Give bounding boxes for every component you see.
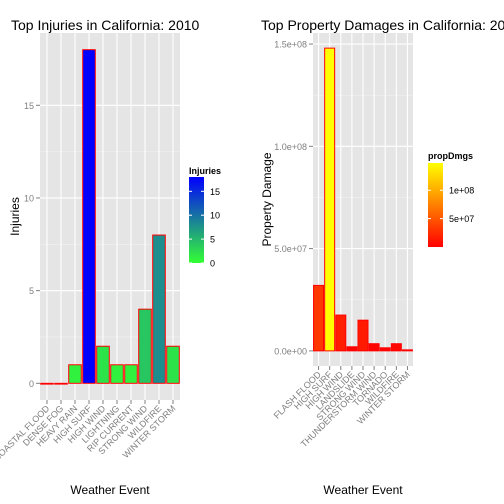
bar-strong-wind: [138, 308, 152, 384]
bar-high-surf: [324, 47, 336, 352]
chart-title: Top Injuries in California: 2010: [11, 17, 200, 33]
bar-high-wind: [96, 345, 110, 384]
legend-tick-label: 5e+07: [449, 214, 474, 224]
bar-coastal-flood: [40, 382, 54, 385]
bar-landslide: [346, 346, 358, 352]
y-tick-label: 5.0e+07: [274, 244, 307, 254]
x-axis-label: Weather Event: [70, 483, 150, 497]
legend-title: Injuries: [189, 166, 221, 176]
y-tick-label: 5: [29, 286, 34, 296]
y-tick-label: 15: [24, 101, 34, 111]
bar-wildfire: [152, 234, 166, 384]
bar-high-wind: [335, 314, 347, 352]
legend-tick-label: 15: [210, 187, 220, 197]
bar-wildfire: [390, 343, 402, 352]
y-tick-label: 0: [29, 379, 34, 389]
bar-dense-fog: [54, 382, 68, 385]
legend-tick-label: 5: [210, 235, 215, 245]
bar-lightning: [110, 364, 124, 384]
x-axis-label: Weather Event: [323, 483, 403, 497]
legend-colorbar: [428, 163, 443, 247]
legend-colorbar: [189, 177, 204, 263]
y-tick-label: 1.5e+08: [274, 40, 307, 50]
legend-title: propDmgs: [428, 151, 473, 161]
bar-tornado: [379, 347, 391, 352]
y-tick-label: 1.0e+08: [274, 142, 307, 152]
bar-flash-flood: [313, 284, 325, 352]
chart-title: Top Property Damages in California: 2010: [261, 17, 504, 33]
y-tick-label: 10: [24, 193, 34, 203]
bar-winter-storm: [401, 349, 413, 352]
bar-rip-current: [124, 364, 138, 384]
bar-strong-wind: [357, 319, 369, 352]
legend-tick-label: 1e+08: [449, 186, 474, 196]
y-axis-label: Injuries: [8, 197, 22, 236]
y-tick-label: 0.0e+00: [274, 346, 307, 356]
legend-tick-label: 0: [210, 259, 215, 269]
bar-heavy-rain: [68, 364, 82, 384]
bar-high-surf: [82, 49, 96, 384]
legend-tick-label: 10: [210, 211, 220, 221]
y-axis-label: Property Damage: [260, 152, 274, 246]
bar-thunderstorm-wind: [368, 343, 380, 352]
bar-winter-storm: [166, 345, 180, 384]
